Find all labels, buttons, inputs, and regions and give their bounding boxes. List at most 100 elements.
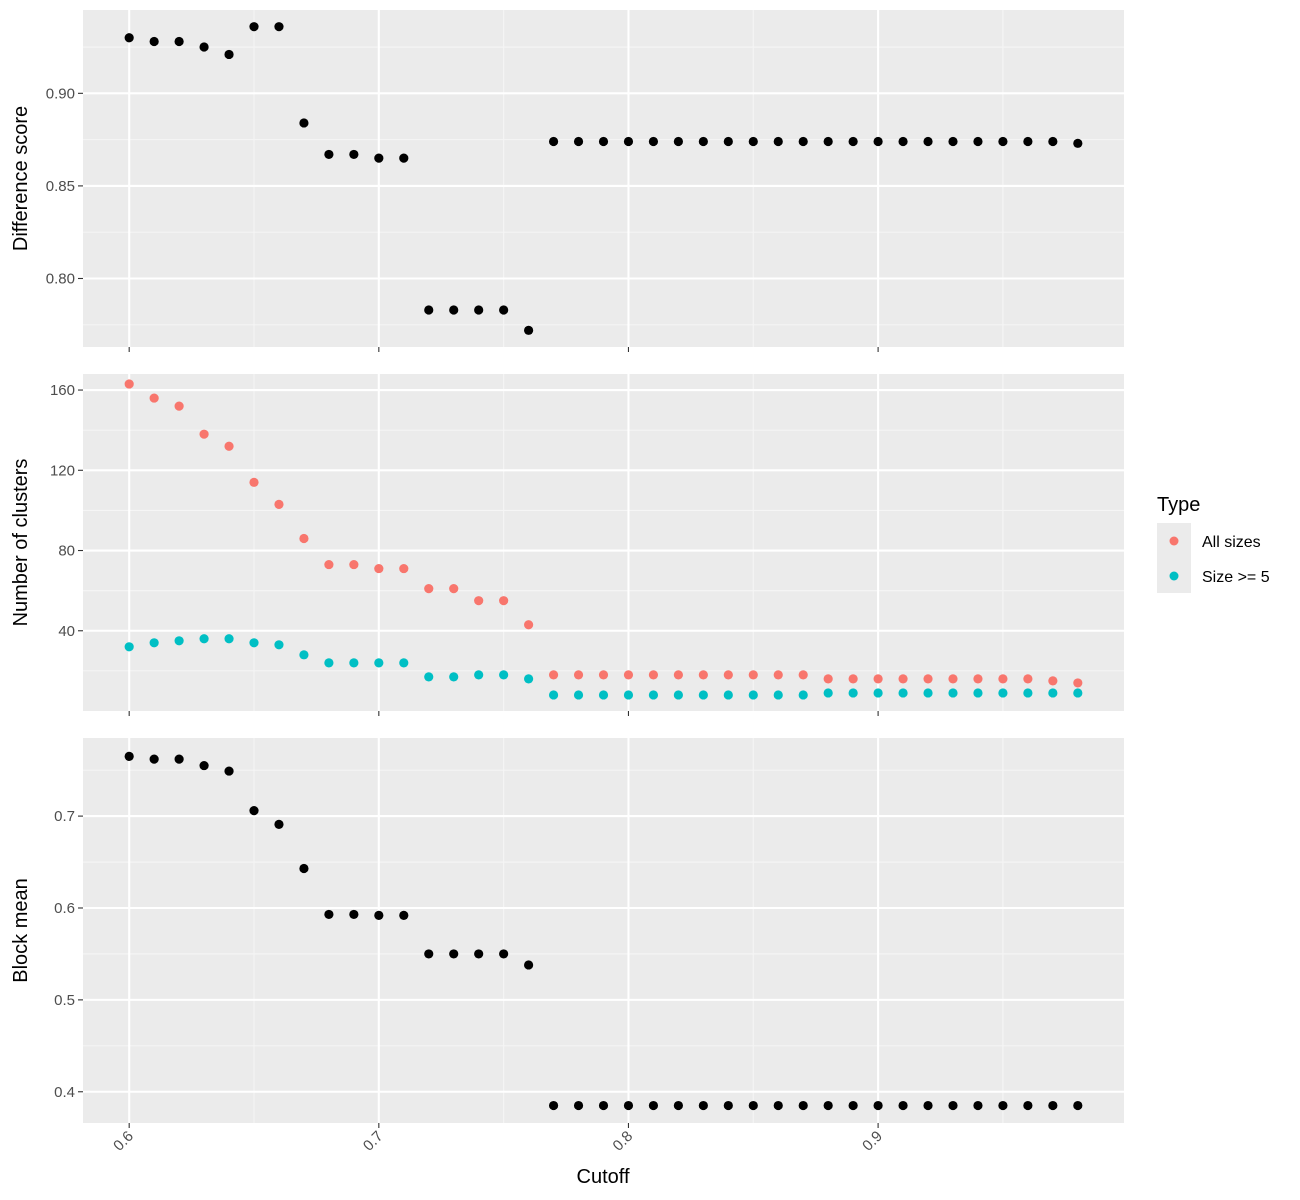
data-point (723, 670, 733, 680)
y-tick-label: 0.6 (54, 900, 75, 917)
data-point (748, 670, 758, 680)
data-point (349, 909, 359, 920)
data-point (299, 533, 309, 544)
x-tick-label: 0.8 (610, 1128, 637, 1155)
data-point (1048, 136, 1058, 147)
data-point (748, 690, 758, 700)
data-point (449, 584, 459, 594)
data-point (274, 22, 284, 32)
data-point (673, 670, 683, 680)
x-tick-label: 0.6 (110, 1128, 137, 1155)
data-point (124, 751, 134, 761)
data-point (898, 136, 908, 147)
data-point (124, 642, 134, 652)
data-point (399, 563, 409, 574)
data-point (174, 36, 184, 47)
data-point (923, 1100, 933, 1111)
data-point (449, 949, 459, 959)
data-point (399, 910, 409, 920)
data-point (449, 305, 459, 315)
data-point (199, 42, 209, 52)
data-point (623, 136, 634, 147)
data-point (424, 949, 434, 959)
data-point (823, 136, 833, 147)
data-point (474, 949, 484, 959)
panel-1: 0.80 0.85 0.90 Difference score (10, 10, 1124, 352)
panels-group: 0.80 0.85 0.90 Difference score 40 80 120 160 Nu… (10, 10, 1124, 1155)
data-point (648, 136, 659, 147)
data-point (573, 136, 584, 147)
y-tick-label: 0.85 (46, 178, 75, 195)
data-point (524, 674, 534, 684)
data-point (224, 766, 234, 776)
data-point (324, 559, 334, 570)
panel-3: 0.4 0.5 0.6 0.7 Block mean (10, 738, 1124, 1128)
data-point (798, 136, 808, 147)
data-point (773, 136, 783, 147)
data-point (524, 620, 534, 630)
data-point (973, 674, 983, 684)
data-point (598, 1100, 609, 1111)
panel-2: 40 80 120 160 Number of clusters (10, 374, 1124, 716)
data-point (723, 1100, 733, 1111)
data-point (748, 1100, 758, 1111)
data-point (424, 584, 434, 594)
data-point (648, 670, 659, 680)
data-point (798, 1100, 808, 1111)
data-point (349, 149, 359, 160)
data-point (623, 670, 634, 680)
data-point (249, 22, 259, 32)
data-point (673, 1100, 683, 1111)
data-point (948, 136, 958, 147)
data-point (149, 754, 159, 764)
data-point (848, 688, 858, 698)
y-tick-label: 0.4 (54, 1084, 75, 1101)
data-point (698, 690, 708, 700)
data-point (349, 658, 359, 668)
y-tick-label: 0.7 (54, 808, 75, 825)
data-point (898, 688, 908, 698)
legend-key-all-sizes (1169, 536, 1179, 546)
data-point (898, 674, 908, 684)
data-point (474, 670, 484, 680)
data-point (149, 393, 159, 403)
legend-label-all-sizes: All sizes (1202, 534, 1261, 551)
legend-key-size-ge-5 (1169, 571, 1179, 581)
y-tick-label: 0.5 (54, 992, 75, 1009)
data-point (449, 672, 459, 682)
data-point (224, 634, 234, 644)
y-axis-title: Number of clusters (10, 459, 32, 627)
data-point (474, 305, 484, 315)
data-point (374, 563, 384, 574)
data-point (1023, 1100, 1033, 1111)
data-point (374, 910, 384, 920)
data-point (324, 149, 334, 160)
data-point (923, 674, 933, 684)
data-point (1023, 674, 1033, 684)
data-point (823, 1100, 833, 1111)
data-point (773, 670, 783, 680)
data-point (299, 650, 309, 660)
data-point (1073, 138, 1083, 148)
data-point (499, 949, 509, 959)
data-point (998, 1100, 1008, 1111)
data-point (548, 1100, 559, 1111)
data-point (673, 690, 683, 700)
data-point (1023, 136, 1033, 147)
data-point (499, 305, 509, 315)
y-axis-title: Difference score (10, 106, 32, 251)
data-point (698, 670, 708, 680)
data-point (873, 688, 883, 698)
data-point (873, 1100, 883, 1111)
data-point (798, 690, 808, 700)
data-point (224, 49, 234, 60)
data-point (723, 136, 733, 147)
legend-label-size-ge-5: Size >= 5 (1202, 569, 1270, 586)
data-point (349, 559, 359, 570)
data-point (998, 674, 1008, 684)
data-point (573, 690, 584, 700)
data-point (524, 325, 534, 335)
x-tick-label: 0.7 (360, 1128, 387, 1155)
data-point (873, 136, 883, 147)
